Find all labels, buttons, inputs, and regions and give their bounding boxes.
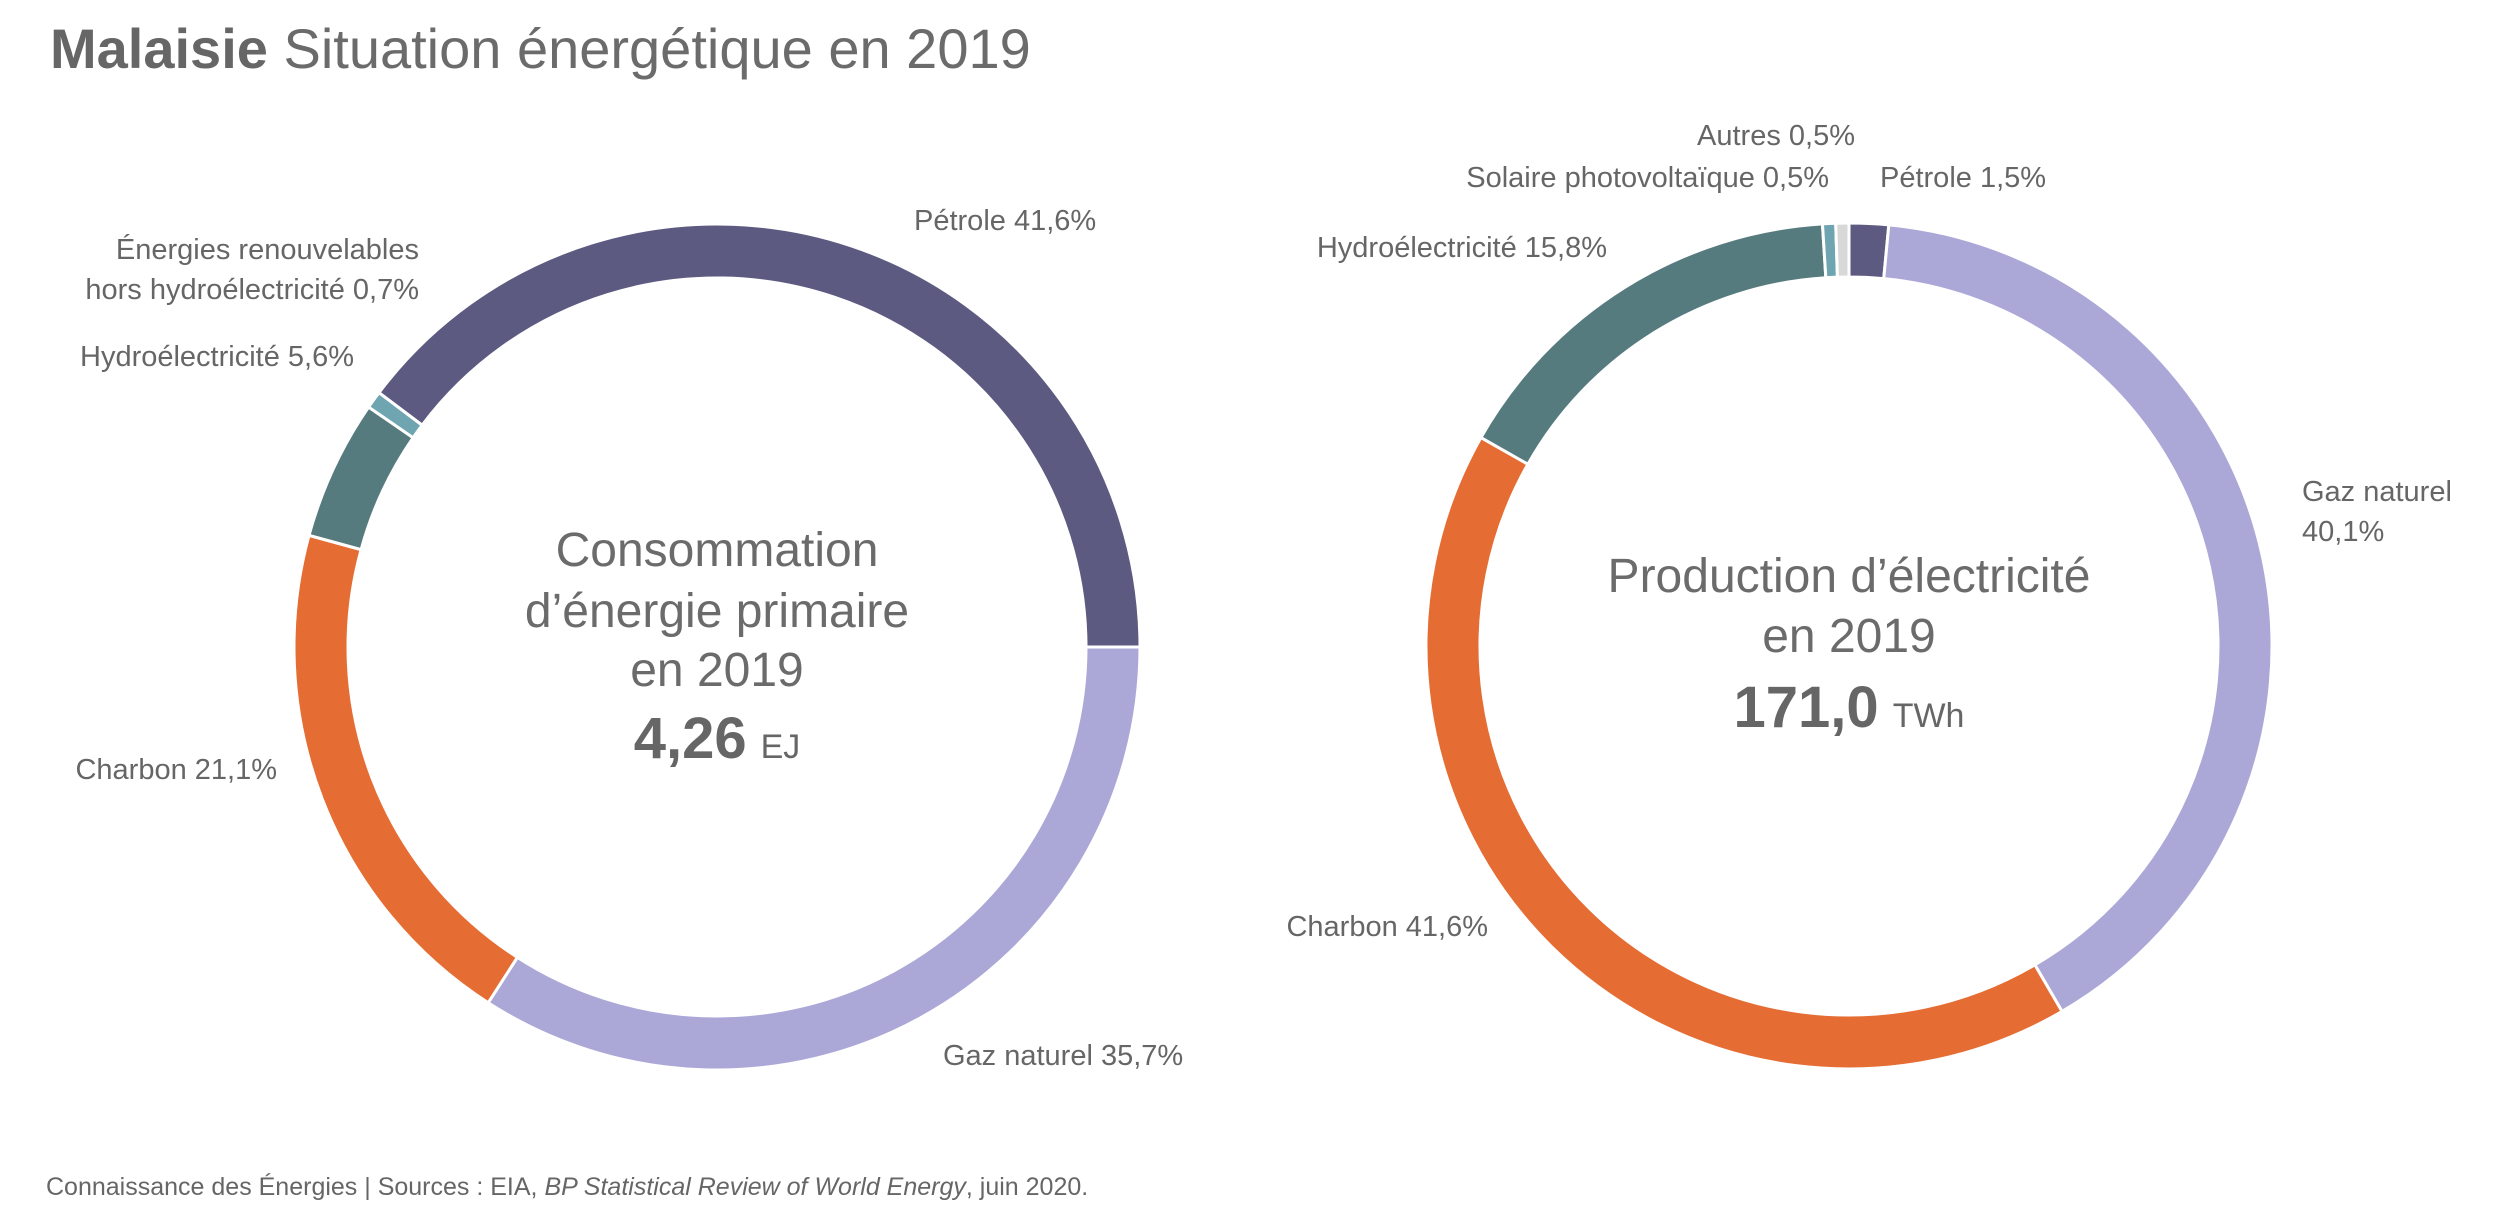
slice-label-petrole: Pétrole 1,5% <box>1880 162 2046 194</box>
center-total-unit: TWh <box>1893 697 1965 735</box>
source-footer: Connaissance des Énergies | Sources : EI… <box>46 1173 1088 1202</box>
center-total-unit: EJ <box>761 728 801 766</box>
center-title-line: en 2019 <box>1762 610 1936 663</box>
slice-label-petrole: Pétrole 41,6% <box>914 205 1096 237</box>
center-title-line: d’énergie primaire <box>525 585 909 638</box>
slice-label-charbon: Charbon 21,1% <box>75 754 277 786</box>
slice-label-renouvelables: Énergies renouvelables <box>116 233 419 266</box>
footer-publication: BP Statistical Review of World Energy <box>544 1173 966 1201</box>
slice-autres <box>1834 221 1851 279</box>
slice-petrole <box>1847 221 1891 281</box>
footer-suffix: , juin 2020. <box>965 1173 1089 1201</box>
chart-title: Malaisie Situation énergétique en 2019 <box>50 16 1031 81</box>
slice-petrole <box>376 222 1142 649</box>
slice-label-renouvelables: hors hydroélectricité 0,7% <box>85 274 419 306</box>
donut-electricity: Pétrole 1,5% Gaz naturel 40,1% Charbon 41,6… <box>1286 120 2452 1071</box>
slice-label-gaz: Gaz naturel <box>2302 476 2452 508</box>
slice-charbon <box>292 533 520 1005</box>
center-total-value: 171,0 <box>1734 675 1879 740</box>
slice-label-charbon: Charbon 41,6% <box>1286 911 1488 943</box>
center-title-line: Production d’électricité <box>1608 550 2091 603</box>
center-total: 171,0 TWh <box>1734 675 1965 740</box>
title-country: Malaisie <box>50 17 268 80</box>
slice-label-hydro: Hydroélectricité 5,6% <box>80 341 354 373</box>
donut-primary-energy: Gaz naturel 35,7% Charbon 21,1% Hydroélect… <box>75 205 1183 1072</box>
slice-label-hydro: Hydroélectricité 15,8% <box>1317 232 1607 264</box>
center-total-value: 4,26 <box>634 706 747 771</box>
slice-label-gaz: Gaz naturel 35,7% <box>943 1040 1183 1072</box>
center-title-line: en 2019 <box>630 644 804 697</box>
center-total: 4,26 EJ <box>634 706 801 771</box>
slice-label-solaire: Solaire photovoltaïque 0,5% <box>1466 162 1829 194</box>
footer-prefix: Connaissance des Énergies | Sources : EI… <box>46 1173 545 1201</box>
slice-gaz <box>1882 223 2274 1014</box>
center-title-line: Consommation <box>556 524 879 577</box>
slice-label-autres: Autres 0,5% <box>1697 120 1855 152</box>
slice-label-gaz: 40,1% <box>2302 516 2384 548</box>
title-subtitle: Situation énergétique en 2019 <box>283 17 1031 80</box>
slice-charbon <box>1424 435 2065 1071</box>
slice-gaz <box>486 645 1142 1072</box>
